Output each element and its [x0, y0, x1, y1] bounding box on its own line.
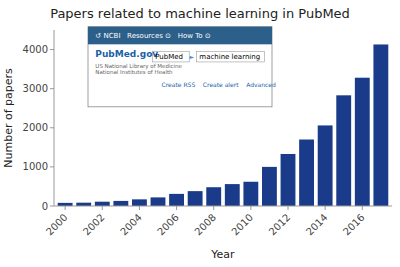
- x-tick: [288, 206, 289, 210]
- bar: [188, 191, 203, 206]
- y-tick: [50, 127, 54, 128]
- x-tick-label: 2002: [81, 212, 107, 238]
- bar: [151, 197, 166, 206]
- x-tick-label: 2008: [192, 212, 218, 238]
- inset-subtitle: National Institutes of Health: [95, 69, 173, 75]
- x-tick: [213, 206, 214, 210]
- x-tick-label: 2014: [304, 212, 330, 238]
- inset-nav-bar: [88, 27, 272, 45]
- x-tick-label: 2010: [229, 212, 255, 238]
- y-tick: [50, 166, 54, 167]
- x-tick: [176, 206, 177, 210]
- y-tick-label: 4000: [23, 44, 48, 55]
- x-tick: [325, 206, 326, 210]
- y-tick-label: 1000: [23, 161, 48, 172]
- y-tick: [50, 49, 54, 50]
- x-tick: [362, 206, 363, 210]
- bar: [206, 187, 221, 206]
- inset-frame: [88, 27, 272, 107]
- x-axis: [54, 206, 392, 207]
- bar: [373, 44, 388, 206]
- inset-links: Create RSS Create alert Advanced: [162, 81, 276, 88]
- inset: ↺ NCBI Resources ⊙ How To ⊙PubMed.govUS …: [88, 27, 276, 107]
- y-tick-label: 3000: [23, 83, 48, 94]
- x-tick-label: 2004: [118, 212, 144, 238]
- inset-search-select: [152, 52, 189, 62]
- bar: [169, 194, 184, 206]
- x-tick-label: 2016: [341, 212, 367, 238]
- bar: [243, 182, 258, 206]
- bar: [225, 184, 240, 206]
- x-tick-label: 2006: [155, 212, 181, 238]
- x-tick-label: 2000: [44, 212, 70, 238]
- y-tick: [50, 88, 54, 89]
- inset-nav-text: ↺ NCBI Resources ⊙ How To ⊙: [95, 32, 210, 40]
- chart: Papers related to machine learning in Pu…: [0, 0, 400, 267]
- x-tick: [139, 206, 140, 210]
- inset-search-query: machine learning: [199, 53, 260, 61]
- bar: [95, 202, 110, 206]
- bar: [113, 201, 128, 206]
- x-axis-label: Year: [210, 248, 235, 261]
- bar: [262, 167, 277, 206]
- x-tick-label: 2012: [267, 212, 293, 238]
- bar: [318, 125, 333, 206]
- y-tick: [50, 206, 54, 207]
- bar: [299, 140, 314, 206]
- y-axis: [54, 30, 55, 206]
- bar: [355, 78, 370, 206]
- y-tick-label: 2000: [23, 122, 48, 133]
- y-axis-label: Number of papers: [2, 68, 15, 168]
- inset-search-label: PubMed: [155, 53, 183, 61]
- inset-logo: PubMed.gov: [95, 49, 158, 59]
- bar: [336, 95, 351, 206]
- y-tick-label: 0: [42, 201, 48, 212]
- title: Papers related to machine learning in Pu…: [50, 6, 350, 21]
- x-tick: [65, 206, 66, 210]
- x-tick: [102, 206, 103, 210]
- bar: [132, 199, 147, 206]
- bar: [281, 154, 296, 206]
- inset-search-box: [197, 52, 265, 62]
- inset-search-button: ►: [190, 53, 195, 60]
- x-tick: [250, 206, 251, 210]
